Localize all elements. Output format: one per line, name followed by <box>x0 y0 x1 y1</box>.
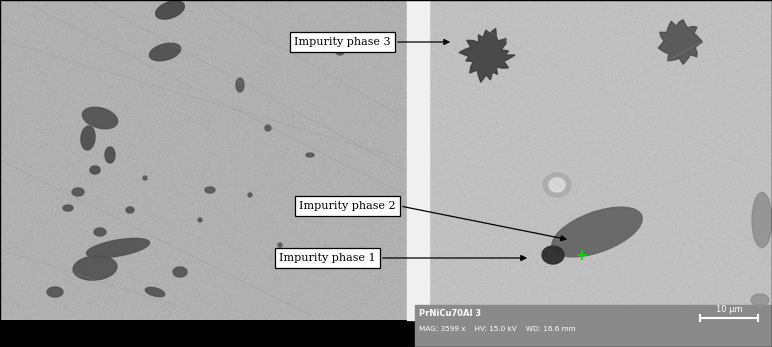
Polygon shape <box>126 207 134 213</box>
Polygon shape <box>205 187 215 193</box>
Polygon shape <box>81 126 95 150</box>
Polygon shape <box>83 107 117 129</box>
Ellipse shape <box>549 178 565 192</box>
Polygon shape <box>459 28 515 82</box>
FancyBboxPatch shape <box>275 248 380 268</box>
Polygon shape <box>72 188 84 196</box>
Polygon shape <box>47 287 63 297</box>
Polygon shape <box>105 147 115 163</box>
Polygon shape <box>86 238 150 257</box>
Text: PrNiCu70Al 3: PrNiCu70Al 3 <box>419 309 481 318</box>
Bar <box>407 0 429 320</box>
Polygon shape <box>173 267 187 277</box>
Polygon shape <box>198 218 202 222</box>
Ellipse shape <box>752 193 772 247</box>
Text: Impurity phase 3: Impurity phase 3 <box>294 37 391 47</box>
Ellipse shape <box>751 294 769 306</box>
Ellipse shape <box>542 246 564 264</box>
Polygon shape <box>143 176 147 180</box>
FancyBboxPatch shape <box>290 32 395 52</box>
Polygon shape <box>156 1 185 19</box>
Polygon shape <box>278 243 282 247</box>
FancyBboxPatch shape <box>295 196 400 216</box>
Polygon shape <box>236 78 244 92</box>
Polygon shape <box>73 256 117 280</box>
Ellipse shape <box>543 173 571 197</box>
Polygon shape <box>90 166 100 174</box>
Polygon shape <box>145 287 164 297</box>
Bar <box>415 305 772 347</box>
Text: Impurity phase 2: Impurity phase 2 <box>300 201 396 211</box>
Polygon shape <box>306 153 314 157</box>
Polygon shape <box>150 43 181 61</box>
Polygon shape <box>659 20 703 64</box>
Text: MAG: 3599 x    HV: 15.0 kV    WD: 16.6 mm: MAG: 3599 x HV: 15.0 kV WD: 16.6 mm <box>419 326 576 332</box>
Text: 10 μm: 10 μm <box>716 305 743 314</box>
Text: Impurity phase 1: Impurity phase 1 <box>279 253 376 263</box>
Polygon shape <box>265 125 271 131</box>
Polygon shape <box>94 228 106 236</box>
Polygon shape <box>63 205 73 211</box>
Polygon shape <box>248 193 252 197</box>
Ellipse shape <box>552 207 642 257</box>
Polygon shape <box>336 49 344 55</box>
